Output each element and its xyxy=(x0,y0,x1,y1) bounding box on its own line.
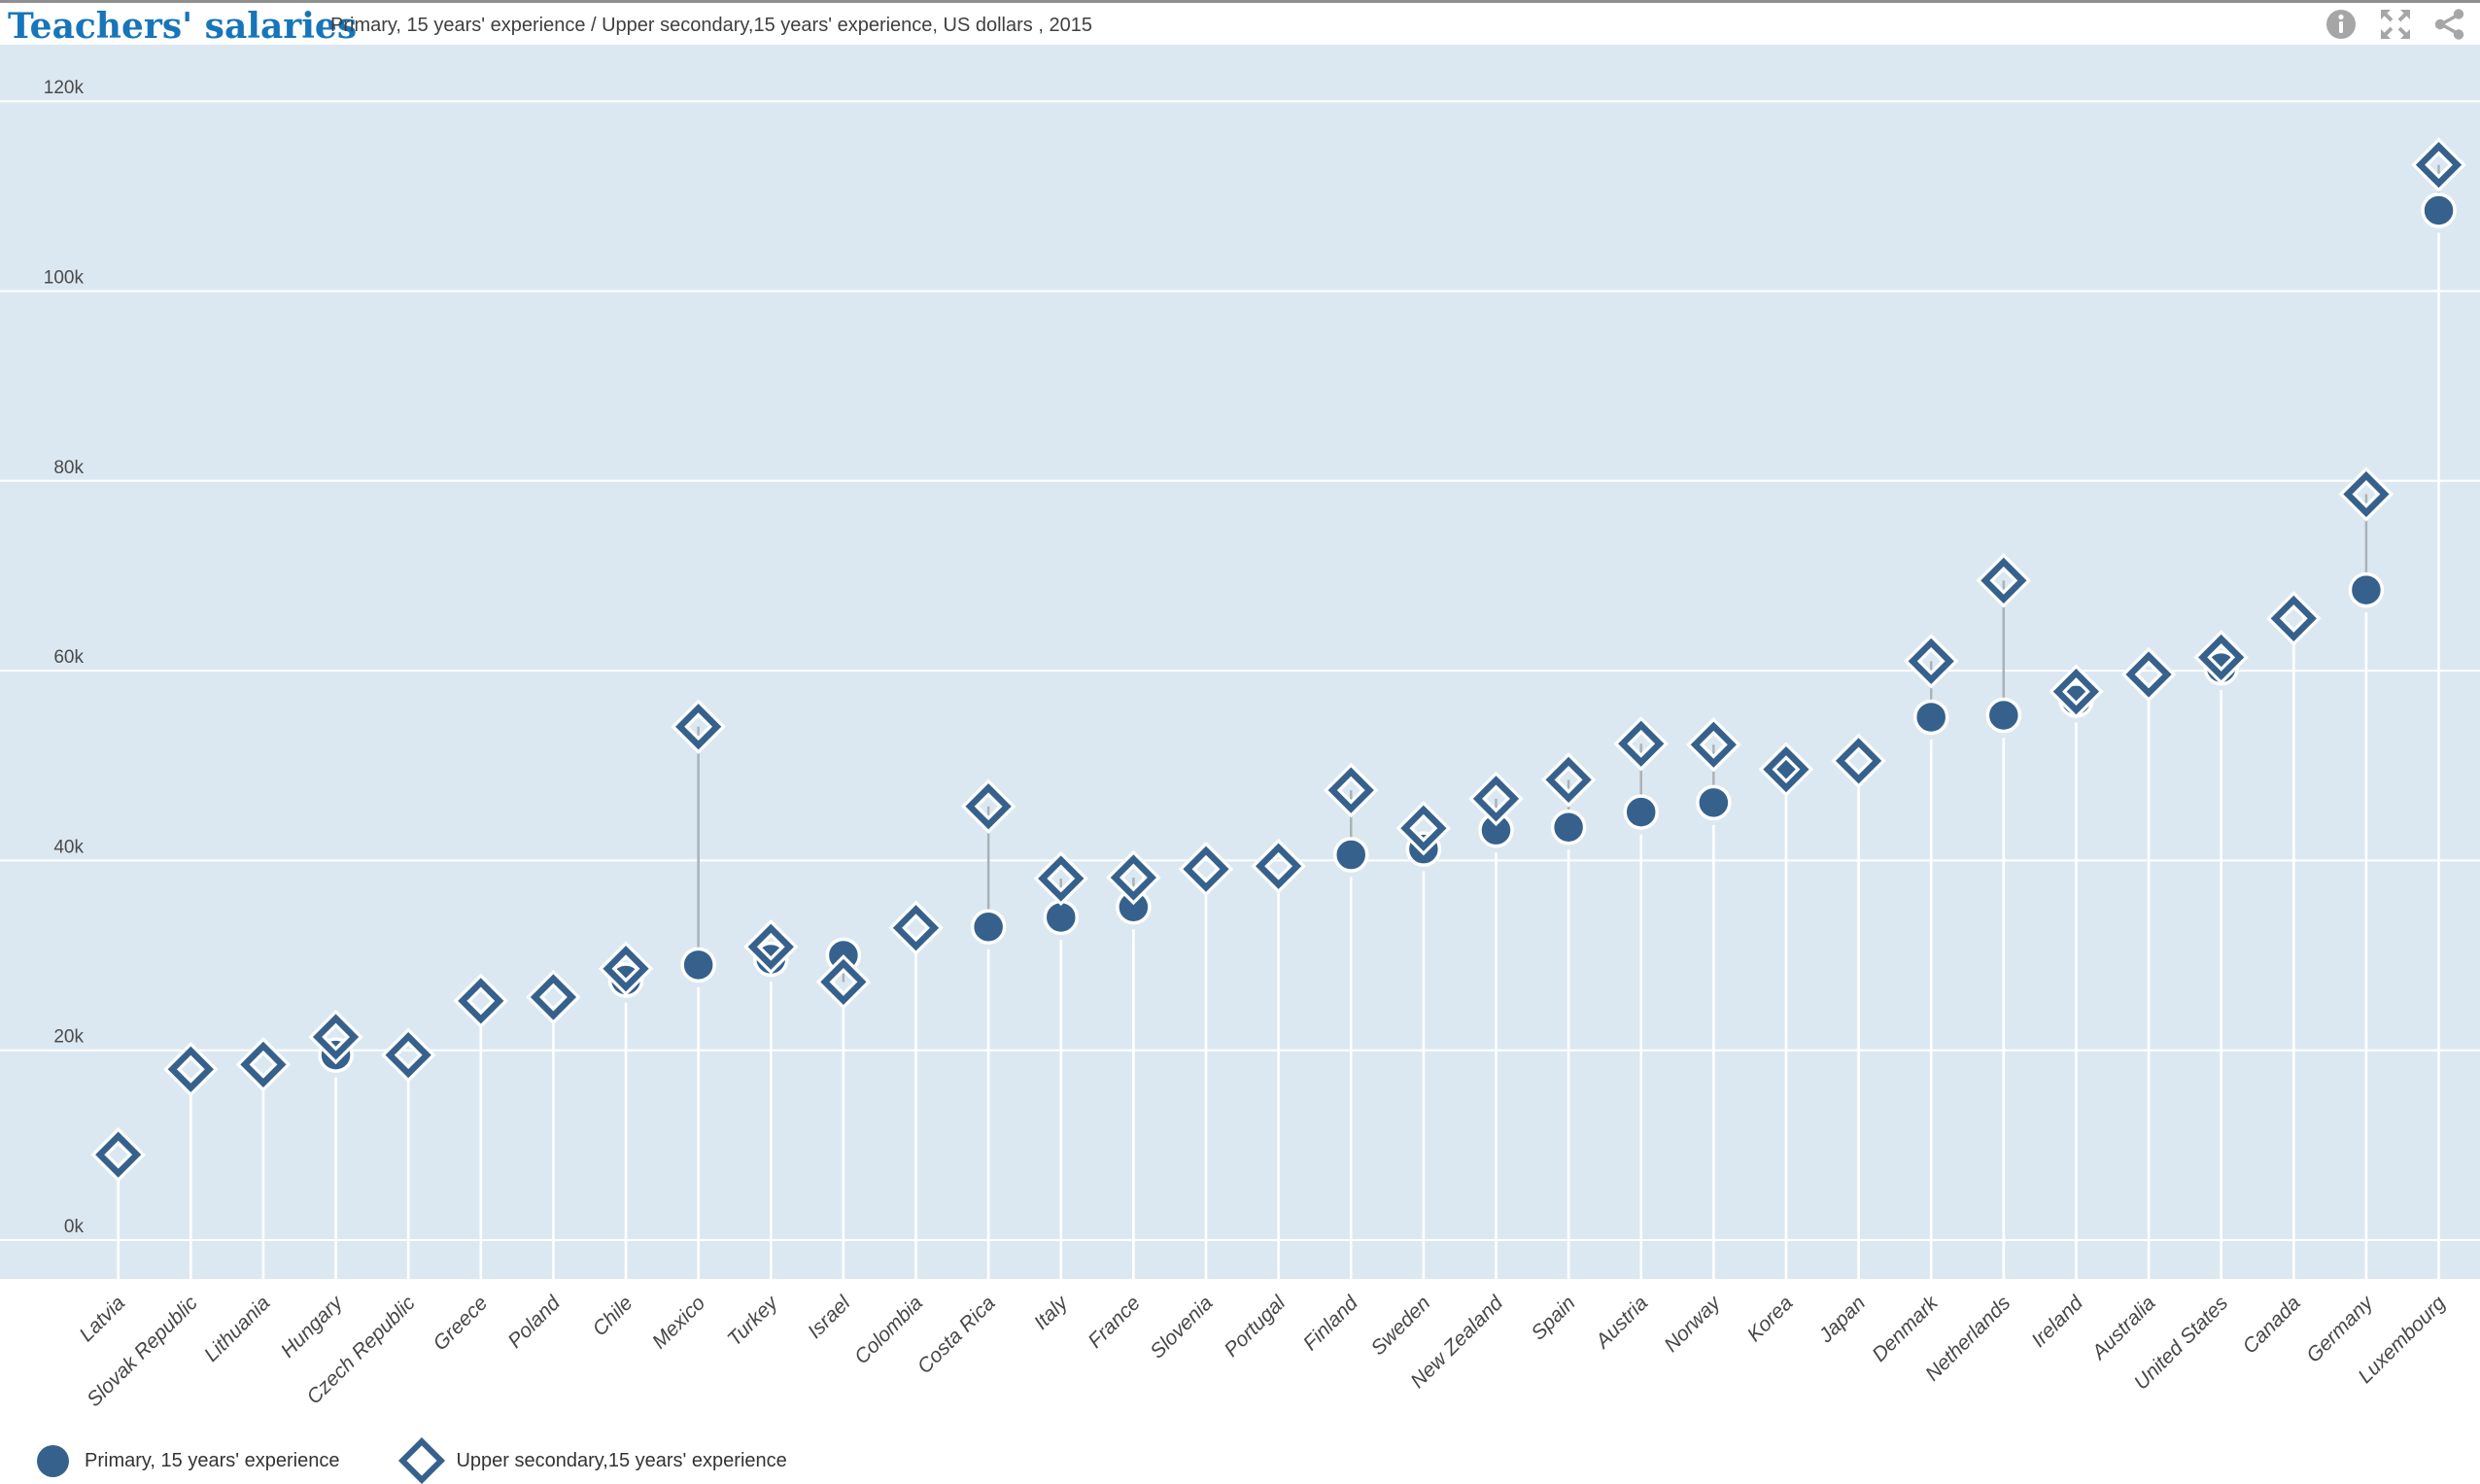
point-upper-secondary-Japan[interactable] xyxy=(1835,738,1882,784)
point-primary-Denmark[interactable] xyxy=(1912,699,1949,736)
fullscreen-icon[interactable] xyxy=(2379,8,2412,41)
point-upper-secondary-Colombia[interactable] xyxy=(892,905,940,951)
point-upper-secondary-Canada[interactable] xyxy=(2270,595,2317,642)
point-upper-secondary-Korea[interactable] xyxy=(1763,746,1809,793)
x-axis-label-Italy: Italy xyxy=(1030,1291,1074,1334)
point-primary-Spain[interactable] xyxy=(1550,809,1587,846)
x-axis-label-Canada: Canada xyxy=(2239,1292,2305,1358)
x-axis-label-Israel: Israel xyxy=(804,1291,856,1343)
point-upper-secondary-Lithuania[interactable] xyxy=(240,1041,287,1087)
x-axis-label-Colombia: Colombia xyxy=(850,1292,927,1368)
point-upper-secondary-Denmark[interactable] xyxy=(1908,638,1954,684)
share-icon[interactable] xyxy=(2433,8,2466,41)
point-upper-secondary-Austria[interactable] xyxy=(1618,720,1665,767)
point-upper-secondary-Israel[interactable] xyxy=(820,958,867,1006)
point-primary-Luxembourg[interactable] xyxy=(2421,192,2457,228)
point-primary-Mexico[interactable] xyxy=(680,947,716,984)
point-primary-Costa Rica[interactable] xyxy=(970,909,1007,946)
point-upper-secondary-Australia[interactable] xyxy=(2125,651,2172,698)
x-axis-label-Ireland: Ireland xyxy=(2027,1291,2088,1352)
point-primary-Austria[interactable] xyxy=(1623,794,1659,830)
point-upper-secondary-Slovenia[interactable] xyxy=(1183,846,1229,892)
x-axis-label-Sweden: Sweden xyxy=(1366,1292,1434,1360)
x-axis-label-Austria: Austria xyxy=(1590,1292,1652,1354)
point-primary-Finland[interactable] xyxy=(1332,837,1369,873)
x-axis-label-Portugal: Portugal xyxy=(1221,1291,1292,1362)
x-axis-label-Turkey: Turkey xyxy=(723,1291,783,1351)
point-primary-Netherlands[interactable] xyxy=(1985,697,2022,734)
point-upper-secondary-Spain[interactable] xyxy=(1545,756,1592,804)
x-axis-label-Costa Rica: Costa Rica xyxy=(913,1292,1000,1378)
point-upper-secondary-Ireland[interactable] xyxy=(2052,668,2100,715)
legend-item-upper-secondary[interactable]: Upper secondary,15 years' experience xyxy=(398,1436,787,1484)
x-axis-label-Hungary: Hungary xyxy=(277,1291,348,1362)
point-upper-secondary-Czech Republic[interactable] xyxy=(385,1031,431,1079)
x-axis-label-Greece: Greece xyxy=(429,1292,492,1355)
x-axis-label-Germany: Germany xyxy=(2302,1291,2378,1366)
legend-label-upper-secondary: Upper secondary,15 years' experience xyxy=(456,1449,787,1471)
x-axis-label-Lithuania: Lithuania xyxy=(200,1292,275,1366)
plot-area xyxy=(0,45,2480,1279)
x-axis-label-Poland: Poland xyxy=(503,1291,565,1352)
point-primary-Germany[interactable] xyxy=(2348,571,2385,608)
chart-subtitle: Primary, 15 years' experience / Upper se… xyxy=(330,15,1092,36)
info-icon[interactable] xyxy=(2325,8,2358,41)
point-primary-Italy[interactable] xyxy=(1043,899,1080,936)
x-axis-label-Norway: Norway xyxy=(1660,1291,1726,1357)
point-upper-secondary-Greece[interactable] xyxy=(458,978,504,1024)
legend-item-primary[interactable]: Primary, 15 years' experience xyxy=(37,1444,340,1477)
y-axis-label-0k: 0k xyxy=(64,1217,85,1237)
point-upper-secondary-Slovak Republic[interactable] xyxy=(167,1046,214,1092)
x-axis-label-Australia: Australia xyxy=(2086,1292,2159,1364)
point-upper-secondary-Latvia[interactable] xyxy=(95,1131,142,1178)
point-upper-secondary-Mexico[interactable] xyxy=(675,704,722,750)
x-axis-label-Denmark: Denmark xyxy=(1868,1291,1944,1366)
point-upper-secondary-Hungary[interactable] xyxy=(312,1014,360,1060)
point-upper-secondary-Norway[interactable] xyxy=(1690,721,1737,768)
x-axis-label-Korea: Korea xyxy=(1743,1292,1798,1346)
point-upper-secondary-Chile[interactable] xyxy=(603,946,649,992)
x-axis-label-Latvia: Latvia xyxy=(75,1292,129,1346)
chart-toolbar xyxy=(2325,8,2466,41)
point-upper-secondary-United States[interactable] xyxy=(2198,634,2245,681)
y-axis-label-20k: 20k xyxy=(53,1027,84,1048)
x-axis-label-Mexico: Mexico xyxy=(648,1292,710,1354)
x-axis-label-Chile: Chile xyxy=(588,1292,637,1340)
point-upper-secondary-Germany[interactable] xyxy=(2343,470,2390,518)
point-upper-secondary-France[interactable] xyxy=(1110,854,1156,901)
point-upper-secondary-Sweden[interactable] xyxy=(1400,805,1447,851)
x-axis-label-Slovenia: Slovenia xyxy=(1146,1292,1217,1363)
point-upper-secondary-Turkey[interactable] xyxy=(747,923,794,970)
point-upper-secondary-New Zealand[interactable] xyxy=(1472,776,1520,822)
point-upper-secondary-Finland[interactable] xyxy=(1327,767,1374,813)
x-axis-label-Spain: Spain xyxy=(1527,1292,1579,1344)
y-axis-label-40k: 40k xyxy=(53,837,84,857)
point-upper-secondary-Italy[interactable] xyxy=(1038,855,1085,902)
y-axis-label-80k: 80k xyxy=(53,458,84,478)
x-axis-label-Finland: Finland xyxy=(1299,1291,1363,1355)
chart-title: Teachers' salaries xyxy=(8,6,358,47)
primary-circle-swatch-icon xyxy=(37,1444,69,1477)
y-axis-label-60k: 60k xyxy=(53,647,84,668)
y-axis-label-120k: 120k xyxy=(44,78,85,98)
chart-legend: Primary, 15 years' experience Upper seco… xyxy=(37,1436,787,1484)
legend-label-primary: Primary, 15 years' experience xyxy=(85,1449,340,1471)
point-upper-secondary-Netherlands[interactable] xyxy=(1981,557,2027,604)
x-axis-label-France: France xyxy=(1084,1292,1144,1352)
point-upper-secondary-Poland[interactable] xyxy=(530,974,577,1020)
x-axis-label-Japan: Japan xyxy=(1814,1292,1870,1347)
point-primary-Norway[interactable] xyxy=(1696,784,1732,821)
point-upper-secondary-Luxembourg[interactable] xyxy=(2415,142,2463,189)
chart-header xyxy=(0,3,2480,45)
point-upper-secondary-Costa Rica[interactable] xyxy=(965,783,1012,830)
point-upper-secondary-Portugal[interactable] xyxy=(1256,843,1302,889)
window-top-border xyxy=(0,0,2480,3)
y-axis-label-100k: 100k xyxy=(44,268,85,289)
